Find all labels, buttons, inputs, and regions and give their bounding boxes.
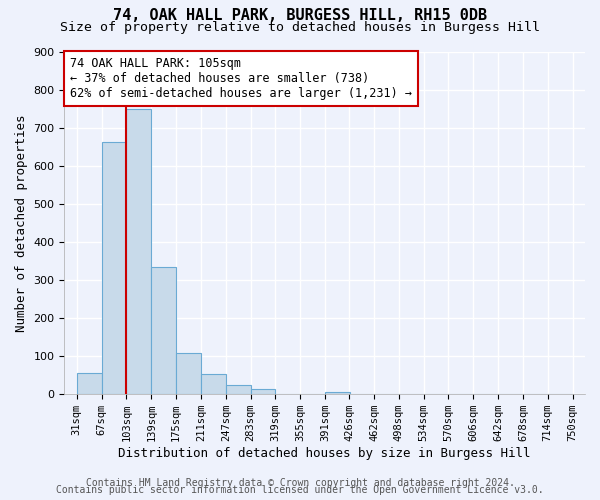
- X-axis label: Distribution of detached houses by size in Burgess Hill: Distribution of detached houses by size …: [118, 447, 531, 460]
- Bar: [226, 384, 251, 394]
- Text: Contains HM Land Registry data © Crown copyright and database right 2024.: Contains HM Land Registry data © Crown c…: [86, 478, 514, 488]
- Bar: [151, 266, 176, 394]
- Text: 74 OAK HALL PARK: 105sqm
← 37% of detached houses are smaller (738)
62% of semi-: 74 OAK HALL PARK: 105sqm ← 37% of detach…: [70, 56, 412, 100]
- Y-axis label: Number of detached properties: Number of detached properties: [15, 114, 28, 332]
- Bar: [77, 374, 101, 394]
- Bar: [101, 142, 127, 394]
- Bar: [176, 353, 201, 394]
- Text: 74, OAK HALL PARK, BURGESS HILL, RH15 0DB: 74, OAK HALL PARK, BURGESS HILL, RH15 0D…: [113, 8, 487, 22]
- Bar: [201, 374, 226, 394]
- Text: Contains public sector information licensed under the Open Government Licence v3: Contains public sector information licen…: [56, 485, 544, 495]
- Bar: [251, 389, 275, 394]
- Text: Size of property relative to detached houses in Burgess Hill: Size of property relative to detached ho…: [60, 21, 540, 34]
- Bar: [127, 108, 151, 394]
- Bar: [325, 392, 350, 394]
